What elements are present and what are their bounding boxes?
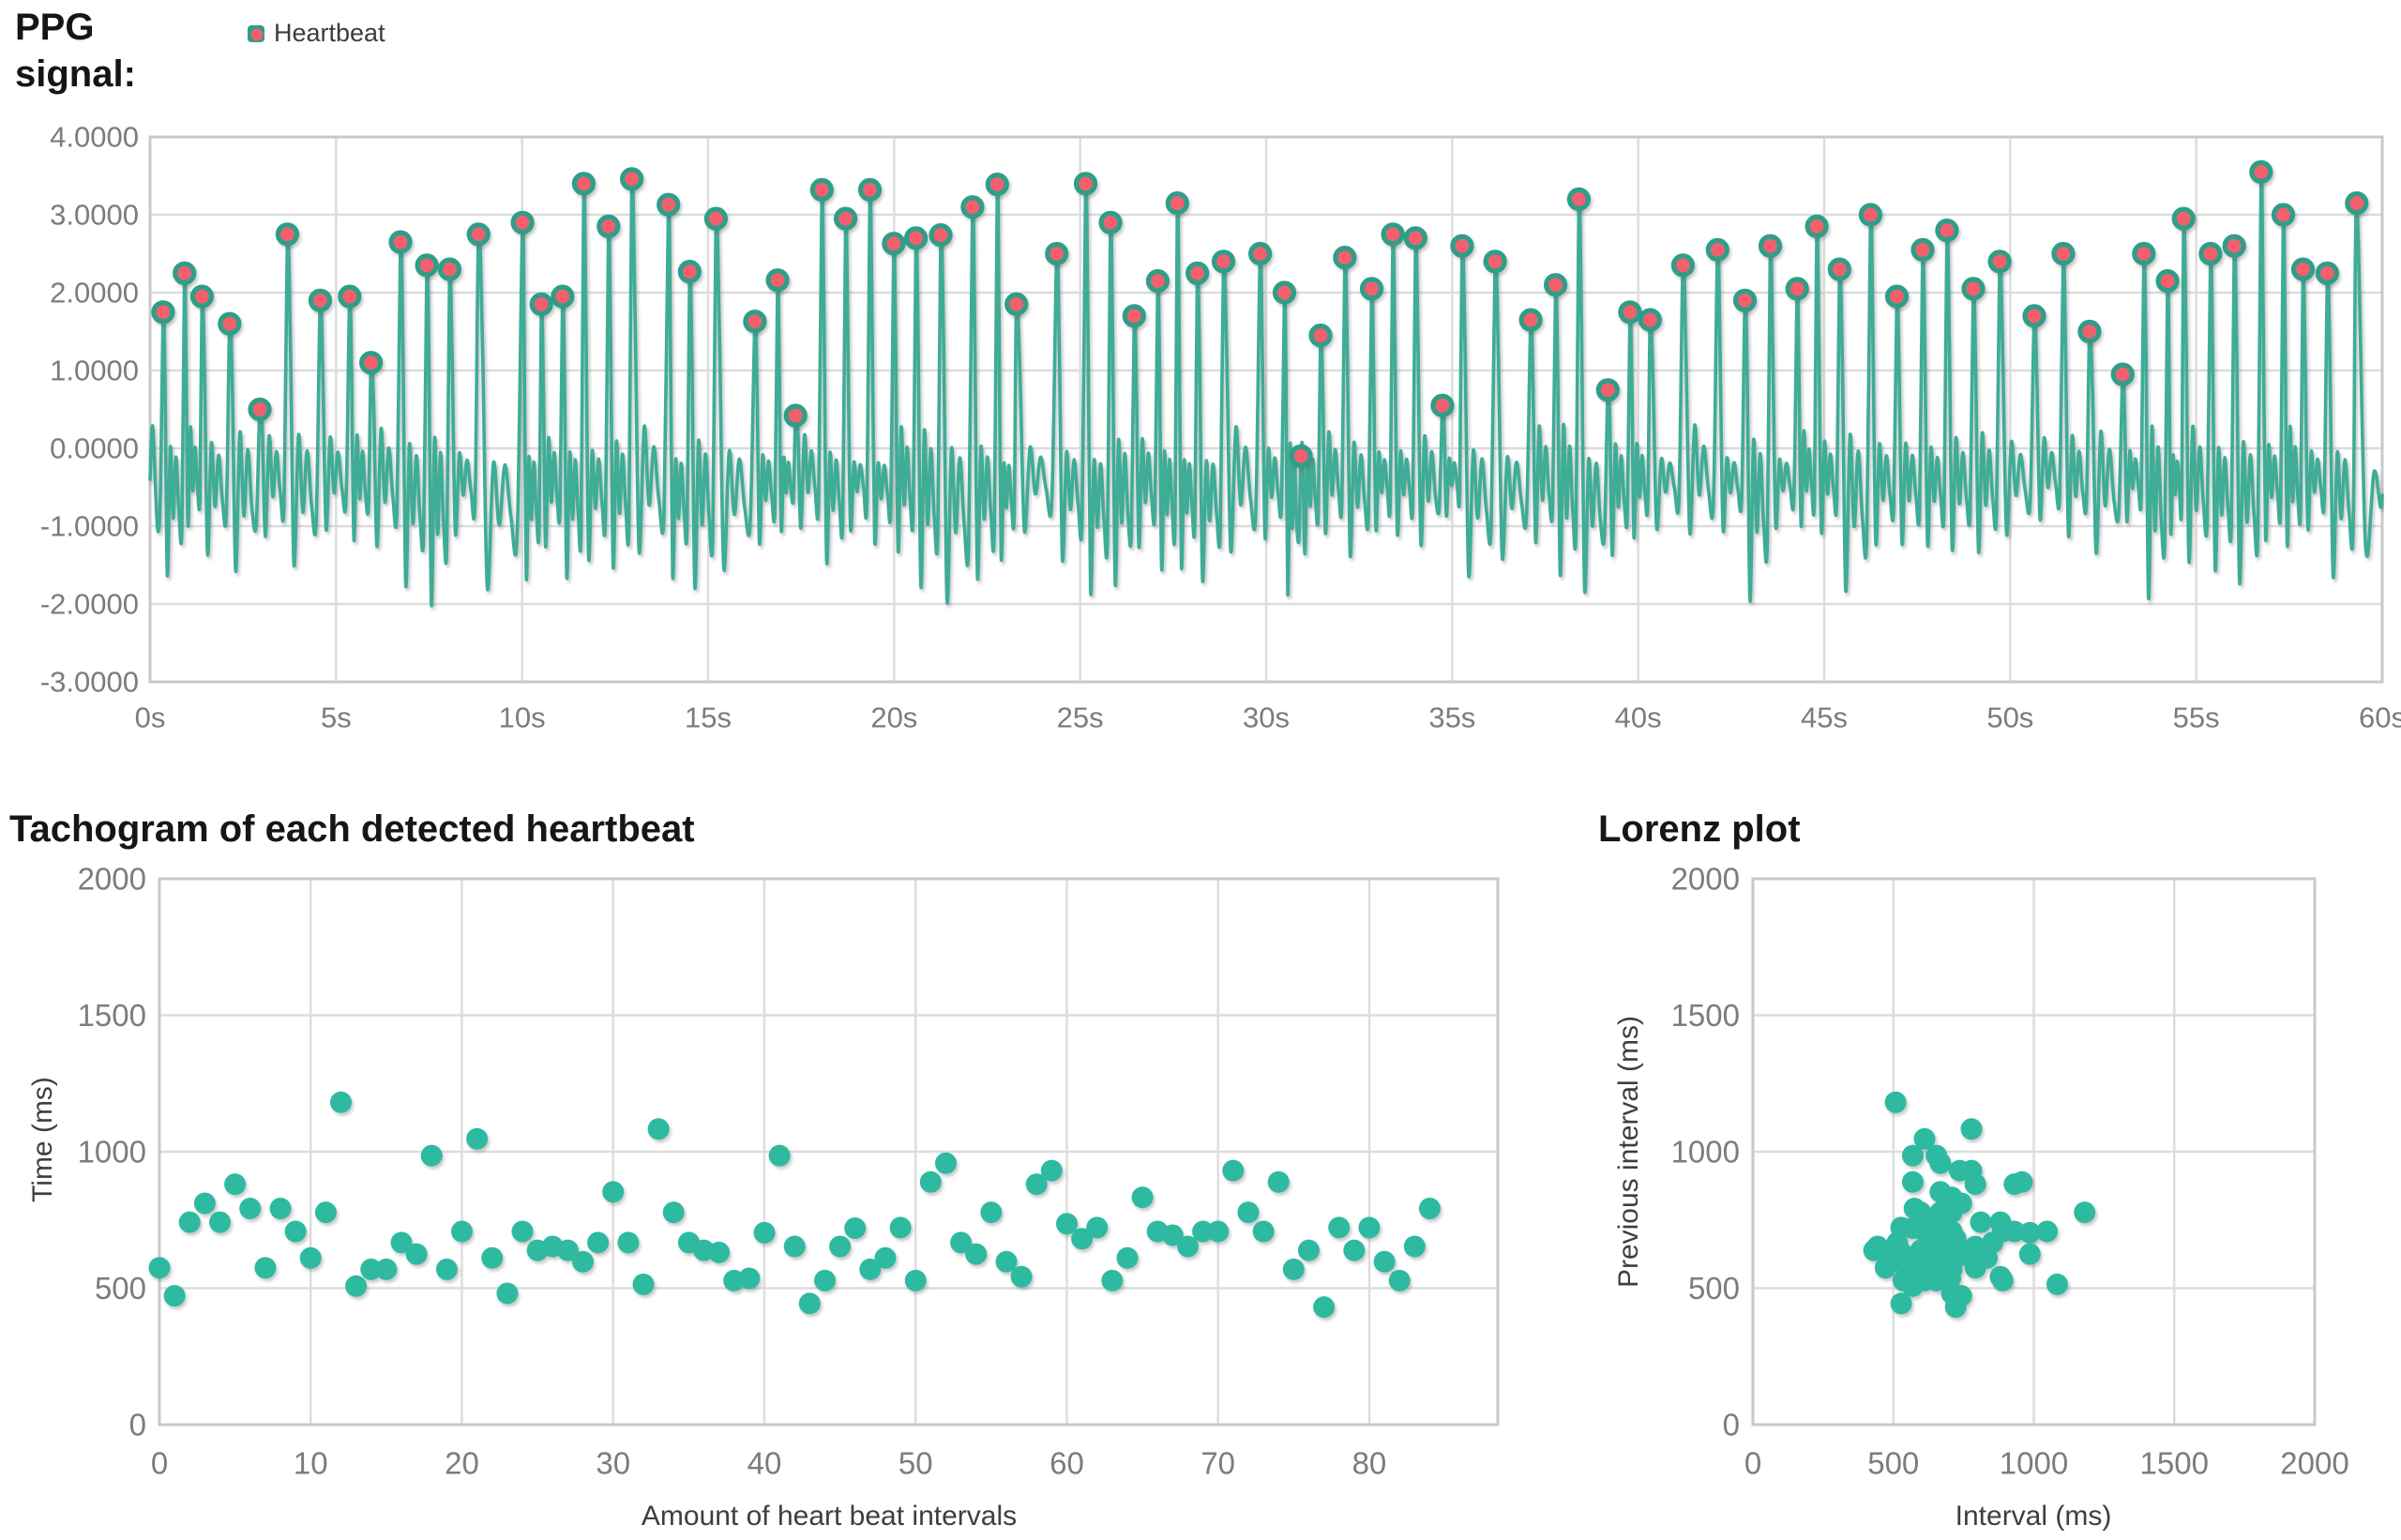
svg-text:500: 500 [1867, 1446, 1919, 1481]
lorenz-points [1863, 1091, 2096, 1319]
svg-text:500: 500 [95, 1271, 146, 1306]
tachogram-plot-border [158, 877, 1500, 1427]
ppg-chart-title-line1: PPG [15, 7, 95, 48]
svg-text:50: 50 [898, 1446, 933, 1481]
svg-text:60: 60 [1049, 1446, 1084, 1481]
svg-text:1.0000: 1.0000 [50, 355, 139, 387]
svg-text:1000: 1000 [78, 1135, 146, 1170]
svg-text:0.0000: 0.0000 [50, 432, 139, 465]
svg-text:-2.0000: -2.0000 [40, 588, 139, 621]
svg-text:20s: 20s [870, 702, 917, 734]
heartbeat-legend-item[interactable]: Heartbeat [248, 19, 385, 48]
heartbeat-legend-icon [248, 24, 264, 42]
svg-text:80: 80 [1352, 1446, 1387, 1481]
svg-text:20: 20 [445, 1446, 479, 1481]
svg-text:40s: 40s [1615, 702, 1662, 734]
lorenz-gridlines [1751, 877, 2317, 1427]
svg-text:35s: 35s [1428, 702, 1475, 734]
svg-text:2000: 2000 [78, 862, 146, 897]
svg-text:0: 0 [1744, 1446, 1761, 1481]
svg-text:2000: 2000 [1671, 862, 1740, 897]
tachogram-x-axis-title: Amount of heart beat intervals [641, 1501, 1018, 1532]
svg-text:15s: 15s [685, 702, 732, 734]
svg-text:5s: 5s [321, 702, 352, 734]
svg-text:30: 30 [596, 1446, 630, 1481]
lorenz-y-axis-title: Previous interval (ms) [1613, 1015, 1644, 1289]
lorenz-plot-border [1751, 877, 2317, 1427]
svg-text:-3.0000: -3.0000 [40, 666, 139, 699]
lorenz-tick-labels: 0 500 1000 1500 2000 0 500 1000 1500 2000 [1671, 862, 2349, 1481]
svg-text:0: 0 [151, 1446, 168, 1481]
svg-text:0: 0 [129, 1408, 146, 1442]
tachogram-title: Tachogram of each detected heartbeat [9, 808, 695, 850]
svg-text:1500: 1500 [2140, 1446, 2209, 1481]
svg-text:-1.0000: -1.0000 [40, 510, 139, 543]
svg-text:60s: 60s [2359, 702, 2401, 734]
heartbeat-legend-label: Heartbeat [274, 19, 385, 47]
lorenz-x-axis-title: Interval (ms) [1955, 1501, 2112, 1532]
svg-text:4.0000: 4.0000 [50, 121, 139, 154]
svg-text:40: 40 [747, 1446, 782, 1481]
tachogram-points [148, 1091, 1441, 1319]
svg-text:0: 0 [1723, 1408, 1740, 1442]
svg-text:10s: 10s [499, 702, 546, 734]
svg-text:1000: 1000 [1671, 1135, 1740, 1170]
svg-text:45s: 45s [1801, 702, 1848, 734]
svg-text:10: 10 [294, 1446, 328, 1481]
svg-text:55s: 55s [2173, 702, 2220, 734]
svg-text:3.0000: 3.0000 [50, 199, 139, 232]
ppg-tick-labels: 4.0000 3.0000 2.0000 1.0000 0.0000 -1.0000 -2.… [40, 121, 2401, 734]
svg-text:70: 70 [1200, 1446, 1235, 1481]
svg-text:1500: 1500 [1671, 998, 1740, 1033]
ppg-chart-title-line2: signal: [15, 53, 136, 95]
lorenz-title: Lorenz plot [1598, 808, 1801, 850]
svg-text:1000: 1000 [2000, 1446, 2068, 1481]
svg-text:30s: 30s [1243, 702, 1290, 734]
svg-text:50s: 50s [1986, 702, 2033, 734]
svg-text:2000: 2000 [2280, 1446, 2348, 1481]
tachogram-gridlines [158, 877, 1498, 1427]
ppg-plot-border [148, 135, 2384, 684]
tachogram-tick-labels: 0 500 1000 1500 2000 0 10 20 30 40 50 60 70 80 [78, 862, 1387, 1481]
svg-text:500: 500 [1688, 1271, 1740, 1306]
svg-text:25s: 25s [1057, 702, 1104, 734]
heartbeat-peak-markers [151, 159, 2369, 468]
tachogram-y-axis-title: Time (ms) [27, 1077, 58, 1202]
ppg-chart-title: PPG signal: [15, 4, 136, 98]
svg-text:2.0000: 2.0000 [50, 277, 139, 310]
svg-text:0s: 0s [135, 702, 166, 734]
svg-text:1500: 1500 [78, 998, 146, 1033]
